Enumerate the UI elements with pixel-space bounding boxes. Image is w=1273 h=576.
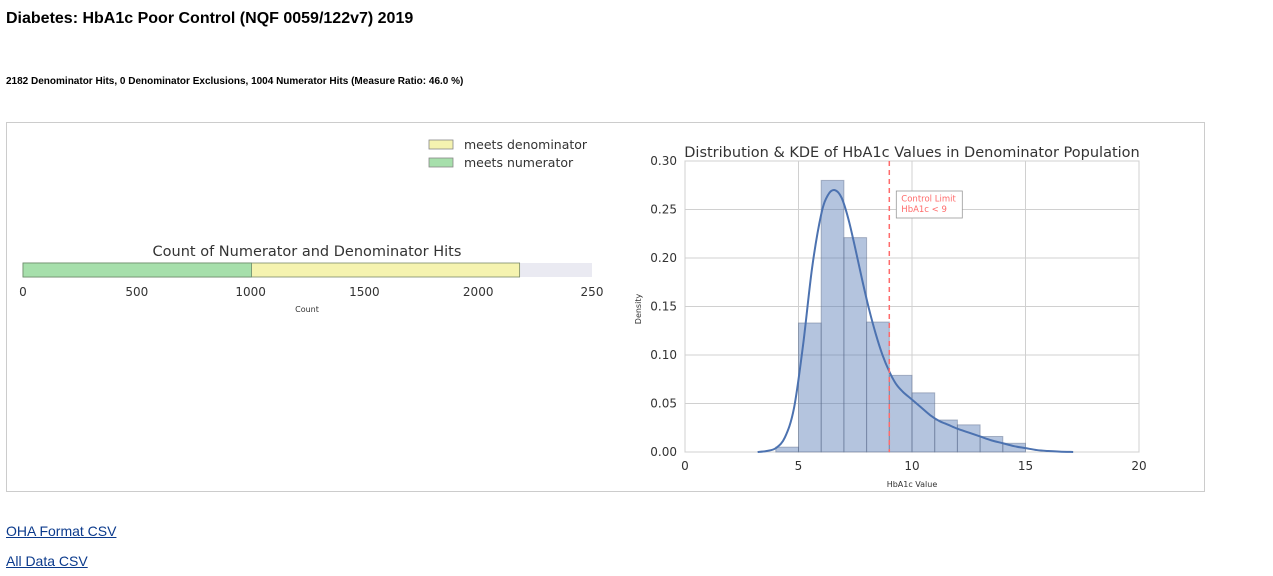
hist-y-tick-label: 0.25	[650, 203, 677, 217]
hist-y-tick-label: 0.05	[650, 397, 677, 411]
hba1c-histogram-chart: Control Limit HbA1c < 9 0 5 10 15 20 0.000.0…	[634, 145, 1147, 489]
bar-x-tick-label: 1500	[349, 285, 380, 299]
hist-bar	[843, 237, 868, 453]
measure-summary: 2182 Denominator Hits, 0 Denominator Exc…	[6, 76, 464, 87]
hist-y-tick-label: 0.15	[650, 300, 677, 314]
hist-bar	[798, 322, 822, 453]
legend-numerator-swatch	[428, 157, 454, 168]
control-limit-label-line1: Control Limit	[901, 195, 956, 205]
hist-bar	[820, 179, 845, 453]
hist-bar	[979, 435, 1004, 453]
all-data-csv-link[interactable]: All Data CSV	[6, 553, 88, 569]
hist-bar	[911, 392, 936, 453]
bar-legend: meets denominator meets numerator	[428, 137, 588, 170]
hist-y-ticks: 0.00 0.05 0.10 0.15 0.20 0.25 0.30	[650, 154, 677, 459]
hist-bar	[775, 446, 799, 453]
bar-x-tick-label: 1000	[235, 285, 266, 299]
control-limit-annotation: Control Limit HbA1c < 9	[895, 190, 963, 219]
bar-x-ticks: 0 500 1000 1500 2000 250	[19, 285, 603, 299]
kde-curve	[757, 189, 1074, 453]
hist-x-axis-label: HbA1c Value	[887, 480, 938, 489]
hist-x-tick-label: 15	[1018, 459, 1033, 473]
hist-y-tick-label: 0.10	[650, 348, 677, 362]
hist-x-tick-label: 10	[904, 459, 919, 473]
bar-x-tick-label: 500	[125, 285, 148, 299]
oha-format-csv-link[interactable]: OHA Format CSV	[6, 523, 117, 539]
bar-x-tick-label: 250	[581, 285, 604, 299]
hist-y-axis-label: Density	[634, 294, 643, 325]
hist-y-tick-label: 0.20	[650, 251, 677, 265]
hist-y-tick-label: 0.30	[650, 154, 677, 168]
bar-x-tick-label: 2000	[463, 285, 494, 299]
hist-bar	[934, 419, 958, 453]
bar-x-axis-label: Count	[295, 305, 319, 314]
legend-denominator-label: meets denominator	[464, 137, 588, 152]
bar-chart-title: Count of Numerator and Denominator Hits	[153, 244, 462, 260]
hist-chart-title: Distribution & KDE of HbA1c Values in De…	[684, 145, 1139, 161]
chart-figure: Count of Numerator and Denominator Hits …	[6, 122, 1205, 492]
page-title: Diabetes: HbA1c Poor Control (NQF 0059/1…	[6, 10, 414, 27]
hist-bar	[888, 374, 913, 453]
hist-x-ticks: 0 5 10 15 20	[681, 459, 1146, 473]
chart-canvas: Count of Numerator and Denominator Hits …	[19, 137, 1147, 489]
hist-x-tick-label: 20	[1131, 459, 1146, 473]
bar-meets-numerator	[22, 262, 252, 278]
control-limit-box	[895, 190, 963, 219]
hist-x-tick-label: 0	[681, 459, 689, 473]
count-bar-chart: Count of Numerator and Denominator Hits …	[19, 137, 603, 314]
hist-x-tick-label: 5	[795, 459, 803, 473]
bar-x-tick-label: 0	[19, 285, 27, 299]
hist-y-tick-label: 0.00	[650, 445, 677, 459]
legend-denominator-swatch	[428, 139, 454, 150]
control-limit-label-line2: HbA1c < 9	[901, 205, 947, 215]
hist-bars	[775, 179, 1026, 453]
legend-numerator-label: meets numerator	[464, 155, 574, 170]
